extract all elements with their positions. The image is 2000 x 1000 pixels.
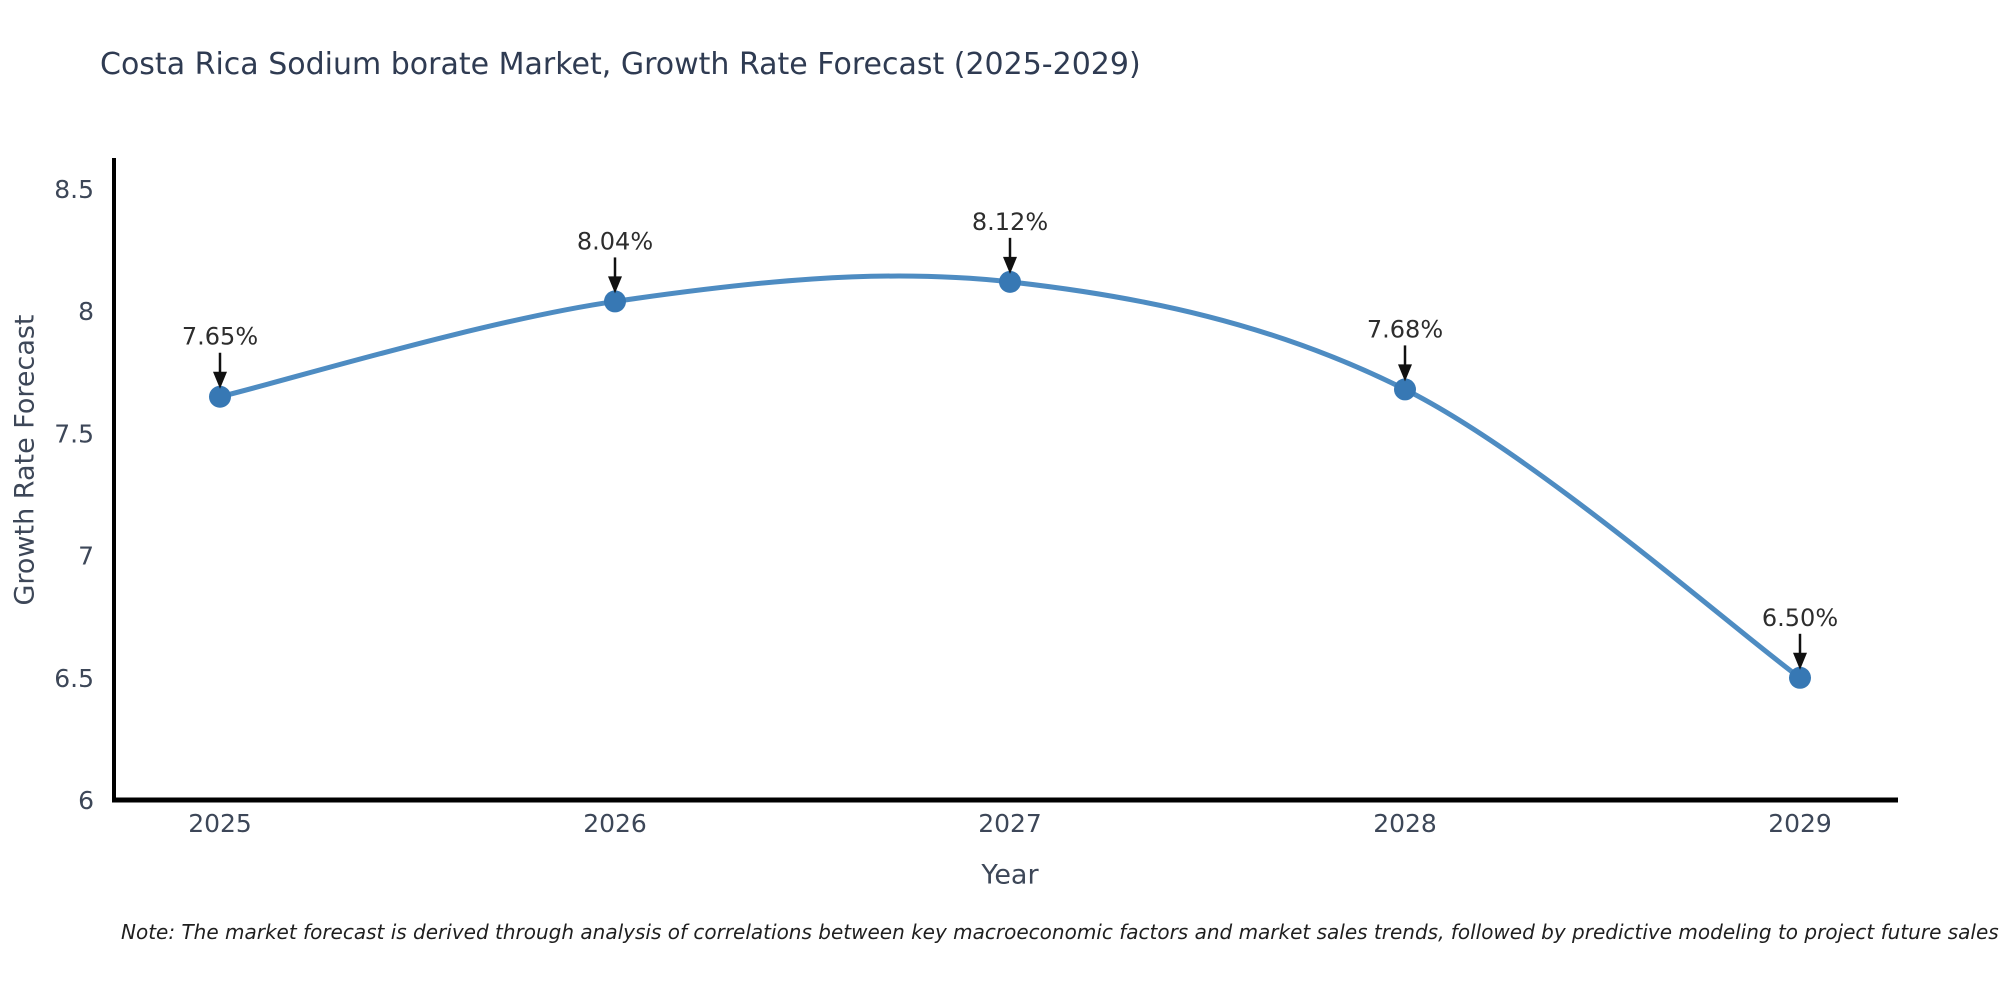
y-tick-label: 7.5 [54,419,94,448]
annotation-arrowhead-icon [213,371,227,389]
data-point-2029 [1789,666,1811,689]
data-point-value-label: 6.50% [1762,604,1838,632]
x-tick-label: 2026 [583,809,647,838]
data-point-value-label: 7.68% [1367,315,1443,343]
data-point-2028 [1394,378,1416,401]
growth-rate-line [217,273,1803,681]
x-tick-label: 2027 [978,809,1042,838]
x-tick-label: 2025 [188,809,252,838]
annotation-arrowhead-icon [1398,364,1412,382]
data-point-value-label: 8.12% [972,208,1048,236]
data-point-2026 [604,290,626,313]
annotation-arrowhead-icon [1003,256,1017,274]
data-point-value-label: 7.65% [182,323,258,351]
x-axis-label: Year [981,859,1039,891]
y-tick-label: 6.5 [54,664,94,693]
y-tick-label: 6 [78,786,94,815]
data-point-2025 [209,385,231,408]
annotation-arrowhead-icon [608,276,622,294]
data-point-value-label: 8.04% [577,227,653,255]
y-tick-label: 7 [78,542,94,571]
footnote: Note: The market forecast is derived thr… [121,920,1999,944]
data-point-2027 [999,270,1021,293]
x-tick-label: 2028 [1373,809,1437,838]
annotation-arrowhead-icon [1793,652,1807,670]
x-tick-label: 2029 [1768,809,1832,838]
y-tick-label: 8 [78,297,94,326]
y-tick-label: 8.5 [54,175,94,204]
chart-title: Costa Rica Sodium borate Market, Growth … [100,47,1141,82]
y-axis-label: Growth Rate Forecast [9,314,41,606]
